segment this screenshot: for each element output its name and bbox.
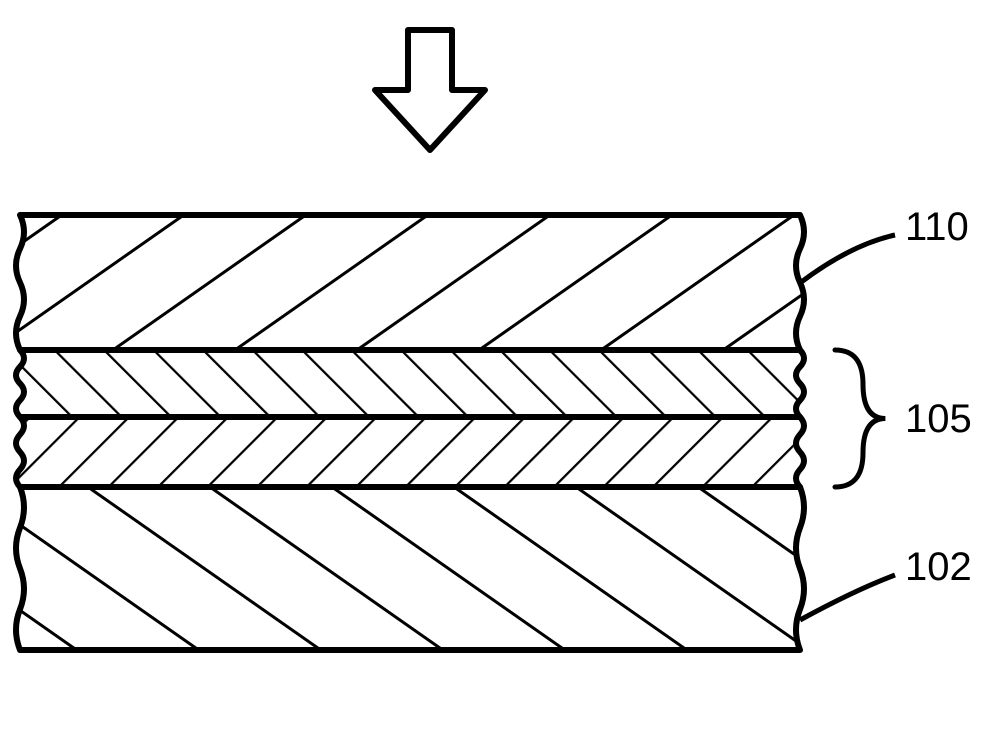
label-bottom: 102 bbox=[905, 545, 972, 589]
label-top: 110 bbox=[905, 205, 969, 249]
brace-middle bbox=[835, 350, 885, 487]
leader-top bbox=[800, 235, 895, 283]
leader-bottom bbox=[800, 575, 895, 620]
label-middle: 105 bbox=[905, 397, 972, 441]
arrow-down-icon bbox=[375, 30, 485, 150]
